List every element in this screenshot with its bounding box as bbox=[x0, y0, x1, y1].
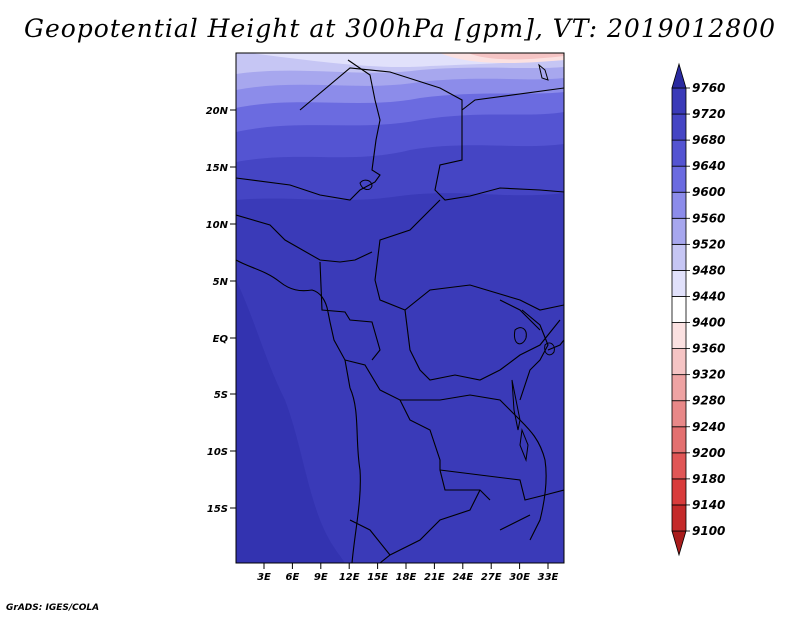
colorbar-swatch bbox=[671, 348, 687, 376]
colorbar-low-arrow bbox=[671, 530, 687, 557]
colorbar-label: 9100 bbox=[692, 524, 725, 538]
colorbar-swatch bbox=[671, 400, 687, 428]
colorbar-label: 9240 bbox=[692, 420, 725, 434]
colorbar-label: 9200 bbox=[692, 446, 725, 460]
lon-tick-label: 24E bbox=[452, 572, 473, 583]
colorbar-swatch bbox=[671, 217, 687, 245]
colorbar-swatch bbox=[671, 504, 687, 532]
lon-tick-label: 12E bbox=[339, 572, 360, 583]
colorbar-label: 9140 bbox=[692, 498, 725, 512]
latitude-axis: 20N 15N 10N 5N EQ 5S 10S 15S bbox=[206, 106, 236, 515]
map-frame bbox=[235, 52, 565, 564]
lon-tick-label: 6E bbox=[286, 572, 300, 583]
lon-tick-label: 33E bbox=[538, 572, 559, 583]
band-9360 bbox=[468, 53, 564, 60]
lon-tick-label: 30E bbox=[509, 572, 530, 583]
lat-tick-label: 5S bbox=[214, 390, 228, 401]
colorbar-swatch bbox=[671, 374, 687, 402]
colorbar-swatch bbox=[671, 452, 687, 480]
lon-tick-label: 27E bbox=[481, 572, 502, 583]
lat-tick-label: EQ bbox=[213, 334, 229, 345]
longitude-axis: 3E 6E 9E 12E 15E 18E 21E 24E 27E 30E 33E bbox=[257, 563, 559, 583]
colorbar-swatch bbox=[671, 296, 687, 323]
lon-tick-label: 3E bbox=[257, 572, 271, 583]
colorbar-swatch bbox=[671, 165, 687, 193]
colorbar-swatch bbox=[671, 270, 687, 297]
lat-tick-label: 10S bbox=[207, 447, 228, 458]
colorbar-swatch bbox=[671, 113, 687, 141]
colorbar-label: 9560 bbox=[692, 211, 725, 225]
colorbar: 9100 9140 9180 9200 9240 9280 9320 9360 9400 9440… bbox=[671, 62, 725, 557]
colorbar-label: 9280 bbox=[692, 394, 725, 408]
lon-tick-label: 21E bbox=[424, 572, 445, 583]
colorbar-label: 9600 bbox=[692, 185, 725, 199]
colorbar-label: 9480 bbox=[692, 263, 725, 277]
lat-tick-label: 5N bbox=[213, 277, 229, 288]
colorbar-swatch bbox=[671, 191, 687, 219]
lat-tick-label: 15N bbox=[206, 163, 229, 174]
colorbar-label: 9760 bbox=[692, 81, 725, 95]
lat-tick-label: 10N bbox=[206, 220, 229, 231]
colorbar-swatch bbox=[671, 243, 687, 271]
lat-tick-label: 15S bbox=[207, 504, 228, 515]
colorbar-label: 9320 bbox=[692, 368, 725, 382]
band-west-low bbox=[236, 280, 345, 563]
lakes bbox=[359, 63, 555, 462]
lon-tick-label: 15E bbox=[367, 572, 388, 583]
colorbar-swatch bbox=[671, 426, 687, 454]
colorbar-label: 9440 bbox=[692, 289, 725, 303]
colorbar-label: 9400 bbox=[692, 316, 725, 330]
colorbar-swatch bbox=[671, 478, 687, 506]
credit-label: GrADS: IGES/COLA bbox=[6, 603, 100, 613]
colorbar-label: 9640 bbox=[692, 159, 725, 173]
lon-tick-label: 18E bbox=[396, 572, 417, 583]
colorbar-label: 9180 bbox=[692, 472, 725, 486]
colorbar-label: 9360 bbox=[692, 342, 725, 356]
country-borders bbox=[236, 59, 564, 563]
colorbar-swatch bbox=[671, 322, 687, 349]
colorbar-label: 9680 bbox=[692, 133, 725, 147]
colorbar-swatch bbox=[671, 87, 687, 115]
lon-tick-label: 9E bbox=[314, 572, 328, 583]
colorbar-swatch bbox=[671, 139, 687, 167]
chart-title: Geopotential Height at 300hPa [gpm], VT:… bbox=[23, 14, 777, 43]
colorbar-high-arrow bbox=[671, 62, 687, 89]
lat-tick-label: 20N bbox=[206, 106, 229, 117]
colorbar-label: 9720 bbox=[692, 107, 725, 121]
colorbar-label: 9520 bbox=[692, 237, 725, 251]
